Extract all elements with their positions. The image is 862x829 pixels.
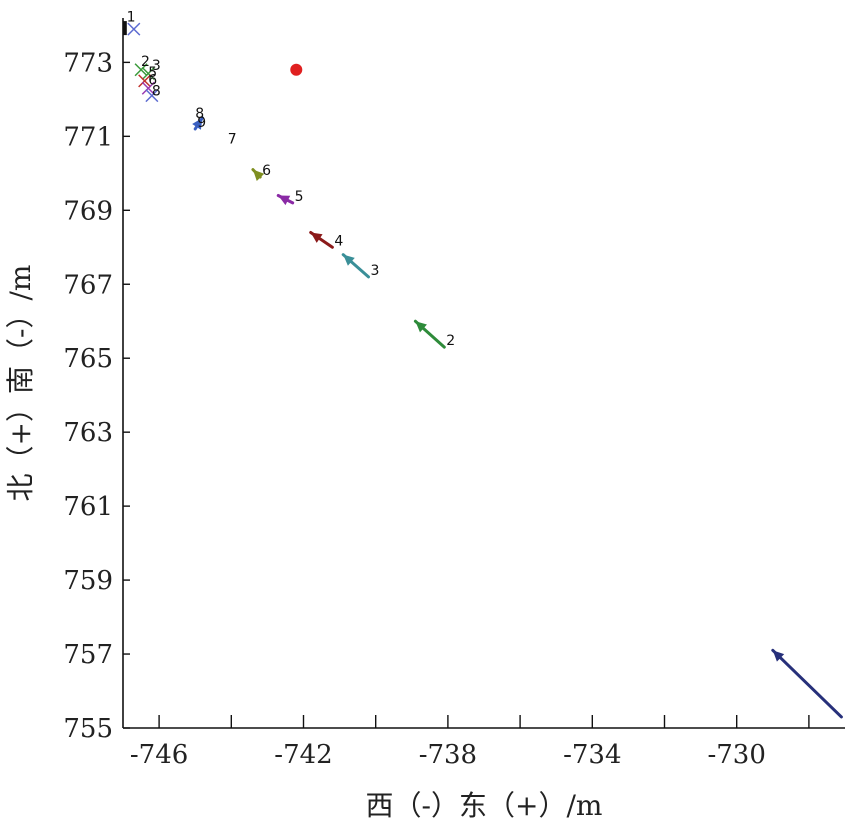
displacement-arrow bbox=[276, 194, 295, 206]
y-tick-label: 773 bbox=[63, 48, 113, 78]
y-tick-label: 761 bbox=[63, 492, 113, 522]
data-marks bbox=[122, 21, 843, 719]
y-axis-title: 北（+）南（-）/m bbox=[4, 265, 37, 502]
point-label: 1 bbox=[127, 10, 136, 26]
point-label: 6 bbox=[148, 73, 157, 89]
x-tick-label: -742 bbox=[274, 740, 332, 770]
x-tick-label: -738 bbox=[419, 740, 477, 770]
arrow-label: 6 bbox=[262, 163, 271, 179]
y-tick-label: 765 bbox=[63, 344, 113, 374]
arrow-head bbox=[252, 169, 265, 181]
y-tick-label: 763 bbox=[63, 418, 113, 448]
arrow-label: 4 bbox=[334, 233, 343, 249]
y-tick-label: 771 bbox=[63, 122, 113, 152]
reference-point bbox=[290, 63, 303, 76]
cross-marker bbox=[134, 63, 148, 77]
arrow-label: 3 bbox=[370, 263, 379, 279]
arrow-label: 5 bbox=[295, 189, 304, 205]
y-axis-ticks: 755 757 759 761 763 765 767 769 771 773 bbox=[63, 48, 130, 744]
arrow-head bbox=[343, 254, 355, 266]
plot-axes bbox=[122, 18, 845, 729]
arrow-head bbox=[278, 195, 291, 206]
point-label: 2 bbox=[141, 54, 150, 70]
arrow-head bbox=[310, 232, 323, 243]
y-tick-label: 769 bbox=[63, 196, 113, 226]
displacement-arrow bbox=[251, 168, 265, 181]
cross-marker bbox=[141, 81, 155, 95]
arrow-label: 9 bbox=[197, 115, 206, 131]
point-label: 3 bbox=[152, 58, 161, 74]
x-tick-label: -746 bbox=[130, 740, 188, 770]
displacement-arrow bbox=[309, 230, 334, 249]
point-label: 8 bbox=[152, 84, 161, 100]
displacement-arrow bbox=[192, 116, 204, 131]
arrow-label: 2 bbox=[446, 333, 455, 349]
cross-marker bbox=[138, 74, 152, 88]
arrow-head bbox=[192, 117, 203, 130]
x-tick-label: -734 bbox=[563, 740, 621, 770]
cross-marker bbox=[141, 66, 155, 80]
displacement-arrow bbox=[771, 648, 843, 719]
displacement-arrow bbox=[341, 253, 370, 279]
y-tick-label: 767 bbox=[63, 270, 113, 300]
y-tick-label: 759 bbox=[63, 566, 113, 596]
y-tick-label: 755 bbox=[63, 714, 113, 744]
x-tick-label: -730 bbox=[707, 740, 765, 770]
point-label: 7 bbox=[228, 132, 237, 148]
x-axis-title: 西（-）东（+）/m bbox=[366, 789, 603, 822]
cross-marker bbox=[127, 22, 141, 36]
arrow-head bbox=[772, 650, 785, 662]
point-label: 5 bbox=[148, 65, 157, 81]
cross-marker bbox=[145, 89, 159, 103]
point-label: 8 bbox=[195, 106, 204, 122]
y-tick-label: 757 bbox=[63, 640, 113, 670]
x-axis-ticks: -746 -742 -738 -734 -730 bbox=[130, 715, 810, 770]
displacement-arrow bbox=[413, 319, 446, 349]
edge-marker bbox=[122, 21, 127, 36]
arrow-head bbox=[415, 321, 427, 333]
